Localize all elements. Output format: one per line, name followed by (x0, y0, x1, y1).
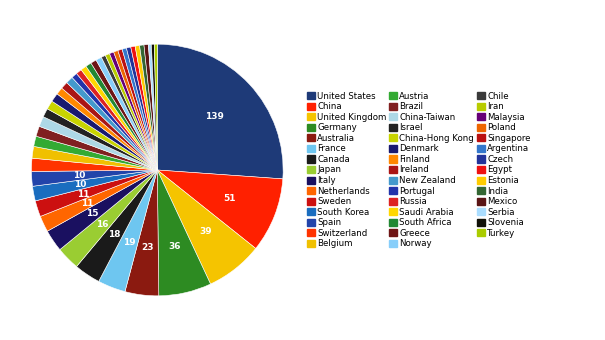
Wedge shape (31, 170, 157, 186)
Wedge shape (135, 46, 157, 170)
Text: 19: 19 (123, 238, 136, 247)
Wedge shape (32, 146, 157, 170)
Wedge shape (77, 70, 157, 170)
Text: 16: 16 (96, 220, 108, 230)
Wedge shape (102, 55, 157, 170)
Wedge shape (157, 170, 283, 249)
Wedge shape (36, 126, 157, 170)
Wedge shape (122, 48, 157, 170)
Text: 23: 23 (142, 243, 154, 252)
Wedge shape (60, 170, 157, 267)
Text: 51: 51 (224, 194, 236, 203)
Legend: United States, China, United Kingdom, Germany, Australia, France, Canada, Japan,: United States, China, United Kingdom, Ge… (307, 92, 531, 248)
Text: 18: 18 (108, 230, 120, 239)
Wedge shape (77, 170, 157, 282)
Wedge shape (151, 44, 157, 170)
Wedge shape (157, 170, 211, 296)
Text: 10: 10 (74, 180, 87, 189)
Wedge shape (39, 117, 157, 170)
Wedge shape (91, 60, 157, 170)
Wedge shape (72, 73, 157, 170)
Wedge shape (33, 170, 157, 201)
Wedge shape (114, 51, 157, 170)
Wedge shape (126, 47, 157, 170)
Text: 15: 15 (87, 209, 99, 218)
Wedge shape (96, 57, 157, 170)
Wedge shape (110, 52, 157, 170)
Wedge shape (144, 45, 157, 170)
Wedge shape (34, 136, 157, 170)
Wedge shape (99, 170, 157, 292)
Wedge shape (57, 88, 157, 170)
Wedge shape (148, 44, 157, 170)
Wedge shape (105, 54, 157, 170)
Text: 139: 139 (205, 112, 224, 121)
Text: 36: 36 (168, 241, 181, 251)
Wedge shape (47, 170, 157, 250)
Text: 39: 39 (199, 227, 212, 236)
Wedge shape (86, 63, 157, 170)
Wedge shape (35, 170, 157, 217)
Wedge shape (81, 66, 157, 170)
Wedge shape (118, 49, 157, 170)
Wedge shape (41, 170, 157, 231)
Wedge shape (140, 45, 157, 170)
Wedge shape (154, 44, 157, 170)
Wedge shape (131, 46, 157, 170)
Text: 11: 11 (80, 199, 93, 208)
Wedge shape (44, 109, 157, 170)
Text: 10: 10 (73, 171, 86, 180)
Wedge shape (157, 170, 256, 284)
Wedge shape (67, 78, 157, 170)
Wedge shape (31, 158, 157, 171)
Wedge shape (52, 94, 157, 170)
Wedge shape (157, 44, 283, 179)
Text: 11: 11 (77, 189, 90, 199)
Wedge shape (47, 101, 157, 170)
Wedge shape (62, 83, 157, 170)
Wedge shape (125, 170, 159, 296)
